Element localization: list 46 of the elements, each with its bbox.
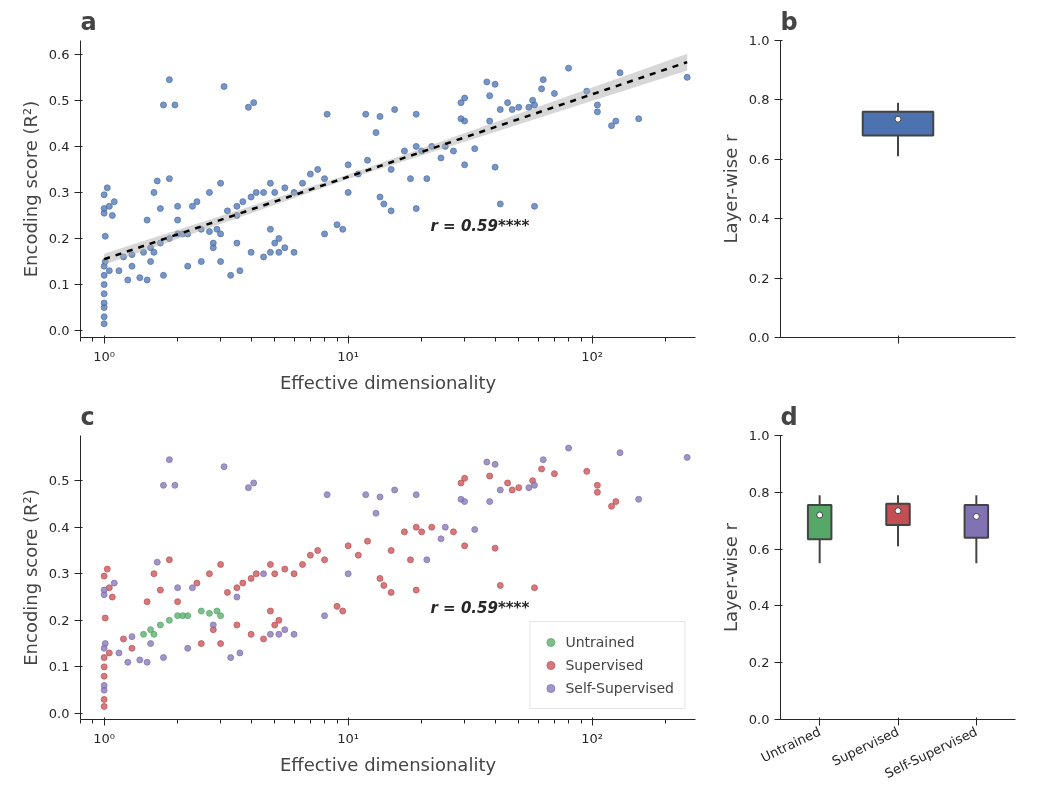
chart-title: a [80, 7, 97, 36]
y-tick-label: 1.0 [748, 33, 770, 48]
x-axis-title: Effective dimensionality [279, 371, 497, 393]
y-tick-label: 0.6 [748, 151, 770, 167]
x-tick-label: 10¹ [337, 348, 360, 364]
y-tick-label: 0.2 [48, 612, 70, 628]
y-tick-label: 0.1 [48, 659, 70, 675]
legend-label: Untrained [565, 634, 635, 650]
y-axis-title: Encoding score (R²) [19, 489, 41, 666]
y-tick-label: 0.8 [748, 484, 770, 500]
x-tick-label: 10¹ [337, 730, 360, 746]
chart-title: d [780, 402, 798, 431]
y-tick-label: 0.5 [48, 92, 70, 108]
y-tick-label: 0.1 [48, 277, 70, 293]
x-tick-label: 10² [581, 730, 604, 746]
y-tick-label: 0.0 [748, 712, 770, 727]
y-tick-label: 0.4 [748, 211, 770, 227]
x-tick-label: 10⁰ [93, 348, 116, 364]
annotation: r = 0.59**** [430, 598, 530, 617]
y-tick-label: 0.4 [48, 138, 70, 154]
chart-title: b [780, 7, 798, 36]
y-tick-label: 0.4 [48, 519, 70, 535]
y-tick-label: 1.0 [748, 428, 770, 443]
y-tick-label: 0.4 [748, 598, 770, 614]
chart-title: c [80, 402, 95, 431]
y-tick-label: 0.2 [748, 270, 770, 286]
y-tick-label: 0.6 [48, 46, 70, 62]
y-tick-label: 0.0 [48, 323, 70, 339]
x-tick-label: 10⁰ [93, 730, 116, 746]
x-tick-label: 10² [581, 348, 604, 364]
legend-label: Self-Supervised [565, 680, 674, 696]
y-tick-label: 0.5 [48, 473, 70, 489]
y-axis-title: Layer-wise r [719, 522, 741, 632]
y-tick-label: 0.3 [48, 184, 70, 200]
y-tick-label: 0.0 [748, 330, 770, 345]
y-tick-label: 0.2 [48, 231, 70, 246]
y-tick-label: 0.2 [748, 655, 770, 671]
y-axis-title: Encoding score (R²) [19, 100, 41, 278]
y-tick-label: 0.0 [48, 705, 70, 721]
annotation: r = 0.59**** [430, 216, 530, 235]
y-axis-title: Layer-wise r [719, 133, 741, 244]
y-tick-label: 0.8 [748, 92, 770, 108]
legend-label: Supervised [565, 657, 644, 673]
y-tick-label: 0.6 [748, 541, 770, 557]
y-tick-label: 0.3 [48, 566, 70, 582]
x-axis-title: Effective dimensionality [279, 753, 497, 775]
